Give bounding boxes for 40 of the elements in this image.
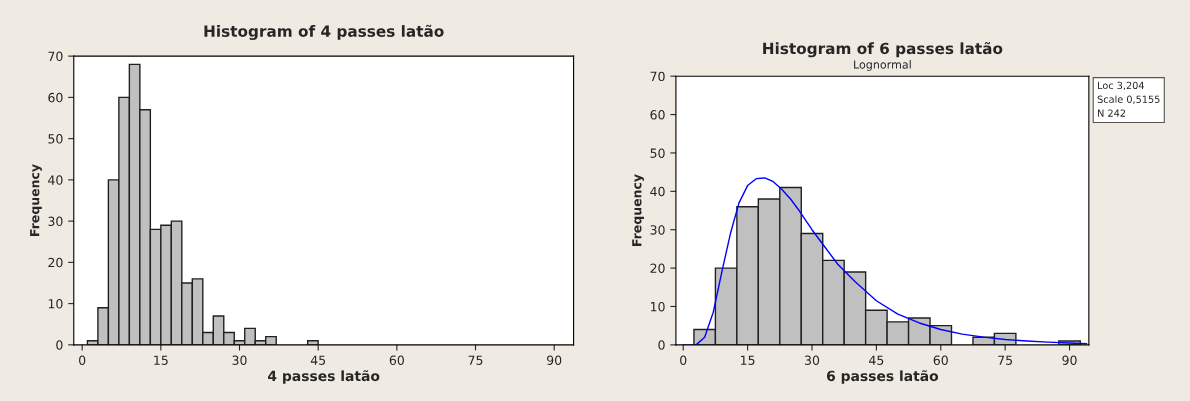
y-axis-title: Frequency — [632, 174, 645, 246]
y-tick-label: 20 — [650, 263, 665, 274]
chart-title: Histogram of 6 passes latão — [763, 42, 1003, 58]
y-tick-label: 70 — [48, 51, 63, 62]
text: Scale 0,5155 — [1097, 95, 1160, 104]
x-axis-title: 4 passes latão — [268, 370, 380, 384]
x-tick-label: 0 — [79, 355, 86, 365]
y-tick-label: 20 — [48, 257, 63, 268]
x-tick-label: 30 — [232, 355, 247, 365]
y-tick-label: 40 — [650, 186, 665, 197]
y-tick-label: 10 — [48, 299, 63, 309]
y-tick-label: 40 — [48, 175, 63, 185]
x-tick-label: 60 — [933, 355, 948, 365]
x-tick-label: 75 — [998, 355, 1013, 365]
x-tick-label: 45 — [310, 355, 326, 365]
x-tick-label: 75 — [468, 355, 483, 365]
x-tick-label: 30 — [804, 355, 820, 365]
x-tick-label: 90 — [1062, 355, 1077, 365]
y-tick-label: 10 — [650, 301, 665, 312]
y-tick-label: 60 — [48, 92, 63, 103]
y-tick-label: 70 — [650, 71, 665, 82]
y-tick-label: 50 — [650, 148, 665, 158]
x-tick-label: 90 — [547, 355, 562, 365]
y-tick-label: 60 — [650, 110, 665, 120]
x-tick-label: 60 — [389, 355, 404, 365]
x-tick-label: 0 — [680, 355, 687, 365]
x-axis-title: 6 passes latão — [826, 370, 939, 384]
text: Loc 3,204 — [1098, 81, 1145, 91]
text: N 242 — [1098, 109, 1126, 117]
x-tick-label: 45 — [869, 355, 884, 365]
y-tick-label: 30 — [650, 225, 665, 235]
chart-subtitle: Lognormal — [854, 60, 911, 71]
x-tick-label: 15 — [741, 355, 755, 365]
x-tick-label: 15 — [154, 355, 168, 365]
y-tick-label: 30 — [48, 216, 63, 227]
y-tick-label: 50 — [48, 134, 63, 144]
y-tick-label: 0 — [56, 340, 63, 350]
y-tick-label: 0 — [658, 340, 665, 350]
y-axis-title: Frequency — [30, 164, 42, 236]
chart-title: Histogram of 4 passes latão — [204, 24, 444, 40]
